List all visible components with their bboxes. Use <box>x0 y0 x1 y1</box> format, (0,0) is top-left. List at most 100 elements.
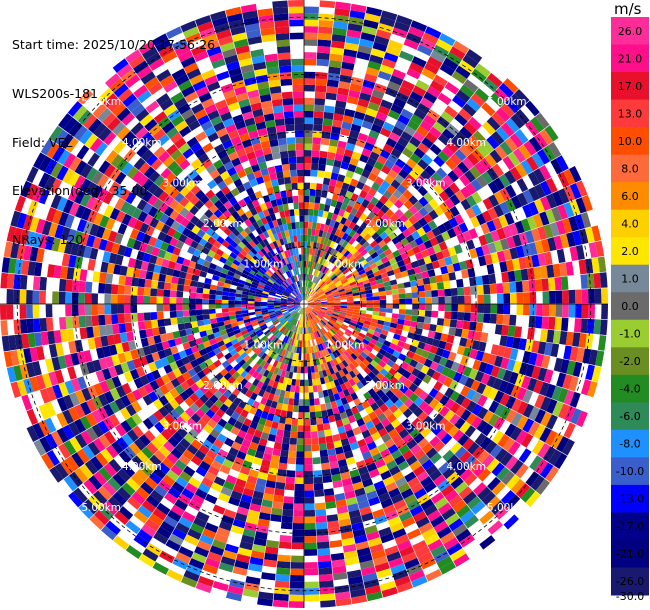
velocity-gate <box>398 168 409 180</box>
velocity-gate <box>281 403 289 412</box>
velocity-gate <box>541 316 549 330</box>
velocity-gate <box>327 300 335 303</box>
velocity-gate <box>420 249 430 258</box>
velocity-gate <box>157 281 165 290</box>
velocity-gate <box>353 301 361 304</box>
velocity-gate <box>304 477 314 485</box>
velocity-gate <box>338 274 346 281</box>
velocity-gate <box>502 369 513 383</box>
velocity-gate <box>307 306 314 310</box>
velocity-gate <box>539 462 554 479</box>
velocity-gate <box>432 183 444 195</box>
velocity-gate <box>471 500 486 515</box>
velocity-gate <box>316 270 321 278</box>
velocity-gate <box>320 265 326 273</box>
velocity-gate <box>351 151 362 161</box>
velocity-gate <box>234 296 242 301</box>
velocity-gate <box>535 304 543 316</box>
velocity-gate <box>453 371 463 383</box>
velocity-gate <box>581 304 589 319</box>
velocity-gate <box>551 190 564 207</box>
velocity-gate <box>314 305 321 308</box>
velocity-gate <box>98 314 106 326</box>
velocity-gate <box>330 285 337 291</box>
velocity-gate <box>464 377 475 389</box>
velocity-gate <box>386 347 395 355</box>
velocity-gate <box>304 143 313 151</box>
velocity-gate <box>293 398 300 406</box>
velocity-gate <box>306 295 311 301</box>
velocity-gate <box>559 233 570 249</box>
velocity-gate <box>350 3 367 13</box>
velocity-gate <box>13 274 22 290</box>
velocity-gate <box>310 274 314 282</box>
velocity-gate <box>348 255 356 262</box>
velocity-gate <box>337 140 347 149</box>
velocity-gate <box>299 208 304 216</box>
velocity-gate <box>353 111 366 121</box>
velocity-gate <box>533 266 542 280</box>
velocity-gate <box>436 281 445 290</box>
velocity-gate <box>289 391 295 399</box>
velocity-gate <box>473 463 487 478</box>
velocity-gate <box>425 569 443 582</box>
velocity-gate <box>387 39 404 51</box>
velocity-gate <box>318 573 334 582</box>
velocity-gate <box>402 189 413 200</box>
velocity-gate <box>431 310 439 318</box>
velocity-gate <box>304 470 314 478</box>
velocity-gate <box>409 62 424 74</box>
velocity-gate <box>344 331 352 337</box>
velocity-gate <box>402 408 413 419</box>
velocity-gate <box>565 261 574 276</box>
velocity-gate <box>326 296 334 300</box>
velocity-gate <box>410 20 428 32</box>
velocity-gate <box>403 493 417 505</box>
velocity-gate <box>356 373 364 381</box>
velocity-gate <box>502 155 515 170</box>
velocity-gate <box>387 81 401 92</box>
velocity-gate <box>413 200 424 211</box>
velocity-gate <box>456 345 466 356</box>
velocity-gate <box>568 304 576 318</box>
velocity-gate <box>317 256 322 264</box>
velocity-gate <box>545 177 558 194</box>
velocity-gate <box>438 241 448 251</box>
velocity-gate <box>299 386 304 393</box>
velocity-gate <box>560 276 569 290</box>
velocity-gate <box>483 304 491 314</box>
velocity-gate <box>307 302 315 304</box>
velocity-gate <box>405 423 416 434</box>
velocity-gate <box>327 331 333 338</box>
velocity-gate <box>314 404 321 412</box>
velocity-gate <box>367 172 378 182</box>
velocity-gate <box>397 246 407 255</box>
velocity-gate <box>404 314 412 321</box>
velocity-gate <box>312 294 319 299</box>
velocity-gate <box>496 367 507 380</box>
velocity-gate <box>437 223 447 234</box>
velocity-gate <box>457 312 465 321</box>
velocity-gate <box>575 304 582 318</box>
velocity-gate <box>449 46 466 60</box>
velocity-gate <box>549 222 560 237</box>
velocity-gate <box>273 441 282 450</box>
velocity-gate <box>337 329 345 336</box>
velocity-gate <box>130 295 138 304</box>
range-ring-label: 1.00km <box>244 340 284 352</box>
velocity-gate <box>370 166 381 177</box>
velocity-gate <box>444 296 452 304</box>
velocity-gate <box>487 520 504 535</box>
velocity-gate <box>342 196 351 205</box>
range-ring-label: 4.00km <box>122 461 162 473</box>
velocity-gate <box>313 483 324 491</box>
velocity-gate <box>563 389 575 406</box>
velocity-gate <box>301 260 304 268</box>
velocity-gate <box>537 442 551 459</box>
velocity-gate <box>318 311 325 316</box>
velocity-gate <box>575 180 588 197</box>
velocity-gate <box>113 535 130 550</box>
velocity-gate <box>365 332 374 339</box>
velocity-gate <box>322 416 330 424</box>
velocity-gate <box>413 108 427 120</box>
